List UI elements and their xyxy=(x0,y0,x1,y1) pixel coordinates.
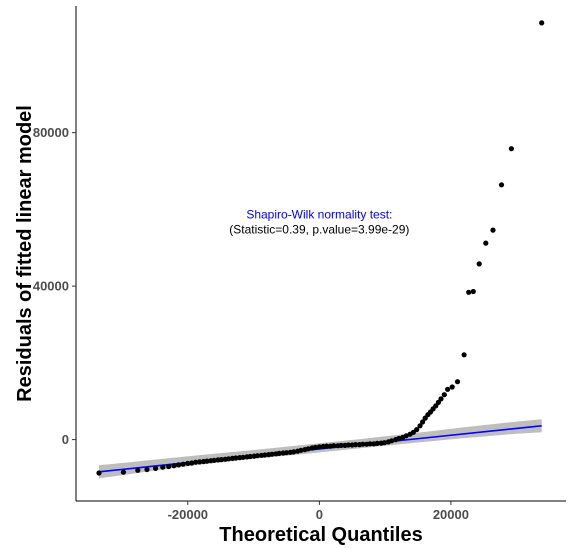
data-point xyxy=(316,444,322,450)
plot-panel xyxy=(96,20,545,479)
data-point xyxy=(233,455,239,461)
data-point xyxy=(240,454,246,460)
data-point xyxy=(283,450,290,456)
data-point xyxy=(466,289,472,295)
data-point xyxy=(269,451,275,457)
data-point xyxy=(305,446,311,452)
y-axis-ticks: 0 40000 80000 xyxy=(33,125,76,447)
data-point xyxy=(417,423,423,429)
data-point xyxy=(420,419,426,425)
data-point xyxy=(211,457,217,463)
data-point xyxy=(403,433,409,439)
x-tick-label: 0 xyxy=(316,507,323,522)
data-point xyxy=(498,182,505,188)
data-point xyxy=(262,452,268,458)
data-point xyxy=(166,463,172,470)
data-point xyxy=(218,457,224,463)
y-tick-label: 40000 xyxy=(33,279,69,294)
data-point xyxy=(324,443,330,449)
data-point xyxy=(193,459,199,465)
data-point xyxy=(135,467,141,473)
y-tick-label: 80000 xyxy=(33,125,69,140)
data-point xyxy=(461,352,467,358)
data-point xyxy=(414,427,420,433)
data-point xyxy=(445,386,451,392)
data-point xyxy=(176,462,182,468)
data-point xyxy=(120,469,126,475)
data-point xyxy=(539,20,545,26)
data-point xyxy=(144,466,150,473)
data-point xyxy=(312,444,318,450)
data-point xyxy=(352,442,359,448)
data-point xyxy=(185,460,191,466)
data-point xyxy=(254,453,261,459)
data-point xyxy=(226,456,232,462)
data-point xyxy=(476,261,482,267)
data-point xyxy=(438,396,444,402)
x-tick-label: 20000 xyxy=(433,507,469,522)
y-axis-title: Residuals of fitted linear model xyxy=(14,105,36,402)
data-point xyxy=(180,461,186,467)
data-points xyxy=(96,20,545,476)
data-point xyxy=(338,442,344,448)
data-point xyxy=(483,240,489,246)
data-point xyxy=(396,435,402,442)
data-point xyxy=(345,442,351,448)
data-point xyxy=(374,440,380,446)
data-point xyxy=(298,447,304,453)
data-point xyxy=(381,440,388,446)
normality-test-result: (Statistic=0.39, p.value=3.99e-29) xyxy=(229,223,409,237)
data-point xyxy=(160,464,166,470)
data-point xyxy=(490,227,496,233)
normality-test-title: Shapiro-Wilk normality test: xyxy=(246,208,392,222)
data-point xyxy=(197,459,203,465)
data-point xyxy=(204,458,210,464)
data-point xyxy=(331,443,337,449)
data-point xyxy=(189,460,195,466)
data-point xyxy=(276,450,282,456)
data-point xyxy=(96,470,102,476)
data-point xyxy=(508,146,514,152)
data-point xyxy=(470,288,476,295)
data-point xyxy=(247,453,253,460)
x-axis-title: Theoretical Quantiles xyxy=(219,524,422,546)
data-point xyxy=(367,441,373,447)
y-tick-label: 0 xyxy=(62,432,69,447)
data-point xyxy=(454,379,461,385)
data-point xyxy=(360,441,366,447)
data-point xyxy=(449,384,455,390)
data-point xyxy=(441,392,447,398)
data-point xyxy=(389,438,395,444)
data-point xyxy=(171,463,177,469)
x-tick-label: -20000 xyxy=(168,507,208,522)
data-point xyxy=(291,449,297,455)
x-axis-ticks: -20000 0 20000 xyxy=(168,501,469,522)
data-point xyxy=(153,465,159,471)
